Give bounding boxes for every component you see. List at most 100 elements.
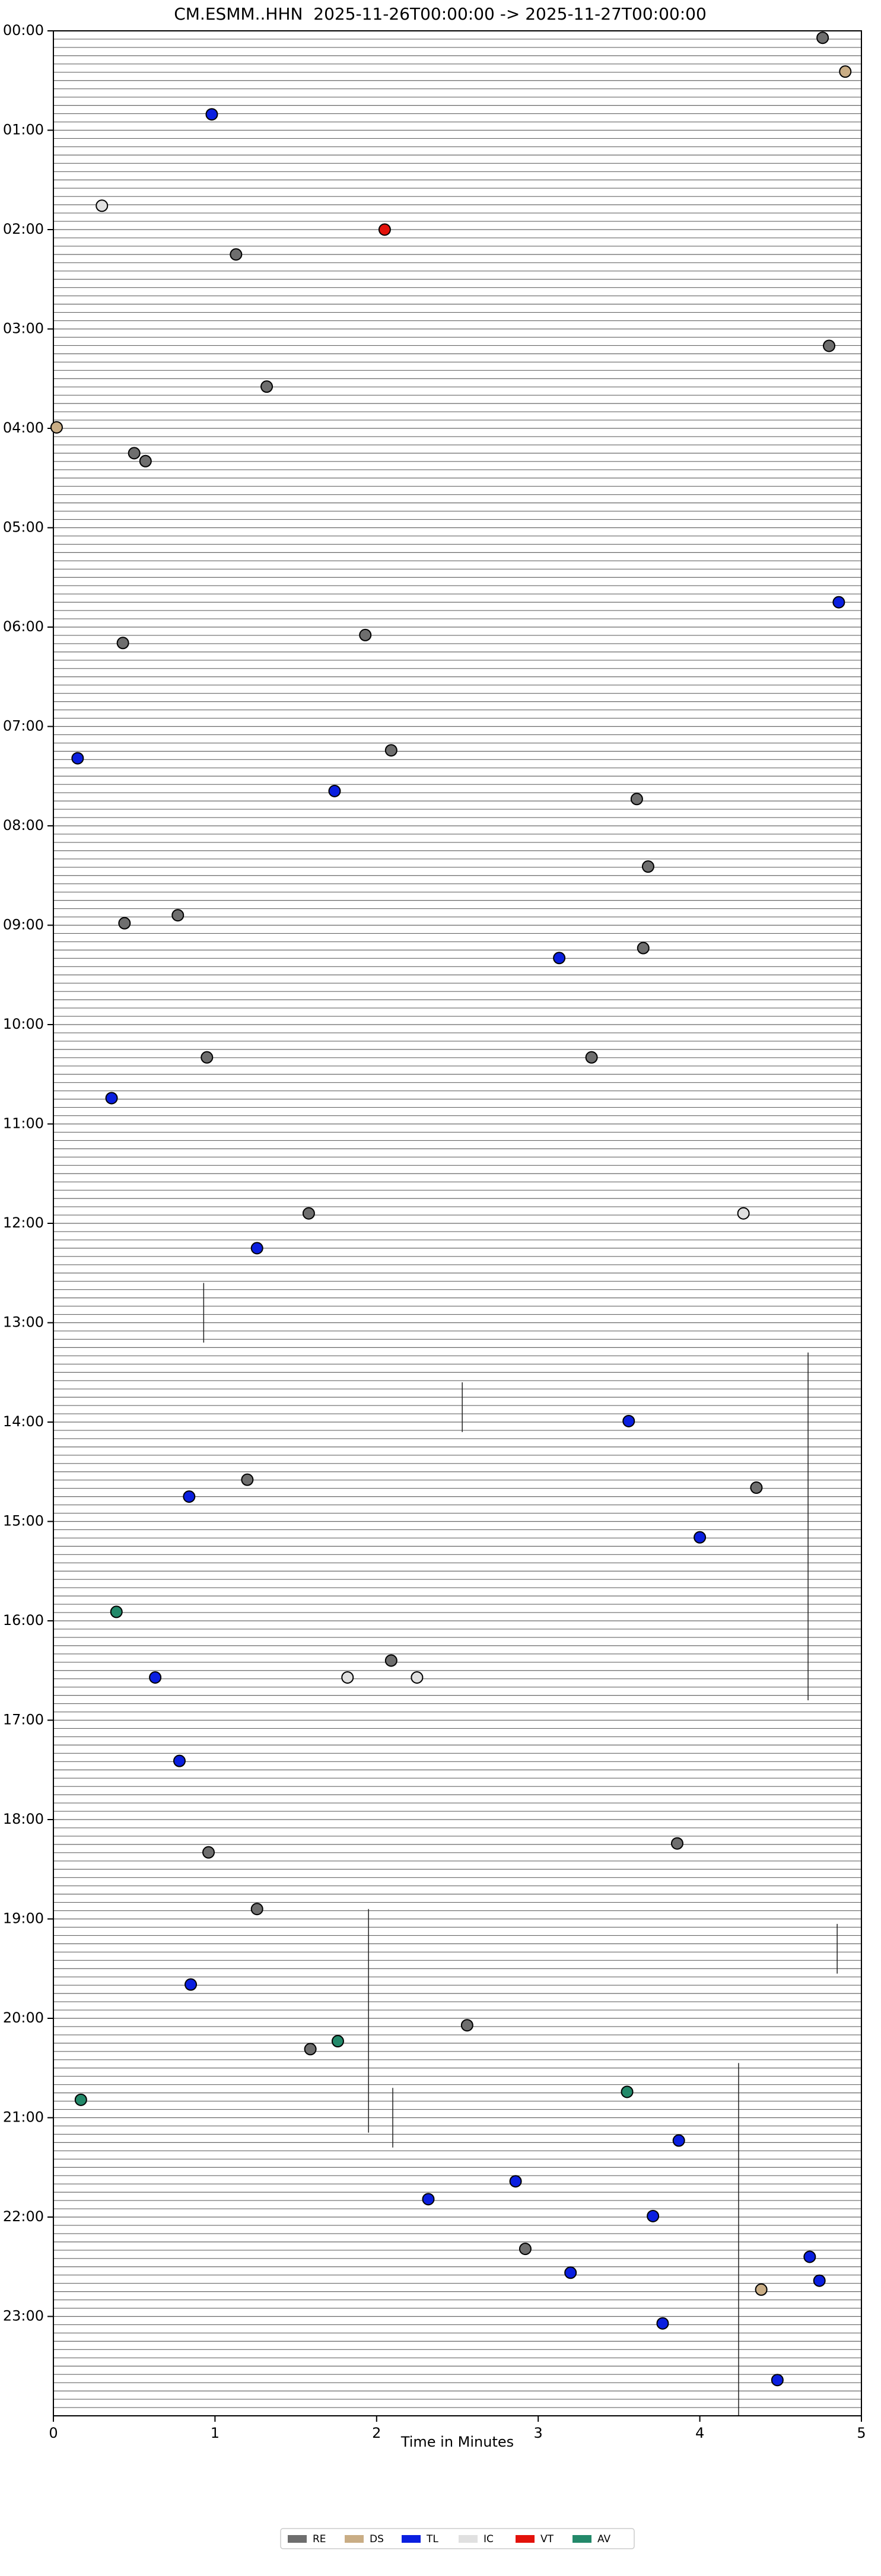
event-marker — [302, 1207, 315, 1220]
event-marker — [564, 2266, 577, 2279]
event-marker — [378, 223, 391, 236]
legend-label: RE — [313, 2533, 326, 2545]
event-marker — [185, 1978, 198, 1991]
event-marker — [96, 199, 109, 212]
y-tick-label: 05:00 — [3, 519, 44, 536]
event-marker — [110, 1605, 123, 1618]
y-tick-label: 20:00 — [3, 2009, 44, 2026]
legend-label: DS — [370, 2533, 384, 2545]
x-tick-label: 5 — [857, 2425, 866, 2441]
y-tick-label: 00:00 — [3, 22, 44, 39]
y-tick-label: 19:00 — [3, 1910, 44, 1927]
event-marker — [116, 637, 129, 650]
y-tick-label: 22:00 — [3, 2208, 44, 2225]
event-marker — [173, 1754, 186, 1767]
event-marker — [755, 2283, 768, 2296]
event-marker — [328, 784, 341, 797]
event-marker — [656, 2317, 669, 2330]
event-marker — [509, 2175, 522, 2188]
event-marker — [201, 1051, 214, 1064]
event-marker — [250, 1903, 263, 1916]
y-tick-label: 06:00 — [3, 618, 44, 635]
trace-lines — [53, 30, 861, 2416]
event-marker — [641, 860, 654, 873]
y-tick-label: 12:00 — [3, 1214, 44, 1231]
event-marker — [647, 2209, 660, 2222]
event-marker — [823, 339, 836, 352]
event-marker — [183, 1490, 196, 1503]
y-tick-label: 04:00 — [3, 419, 44, 436]
event-marker — [622, 1414, 635, 1427]
legend-swatch — [573, 2535, 591, 2543]
event-marker — [839, 65, 852, 78]
x-tick-label: 3 — [534, 2425, 543, 2441]
y-tick-label: 13:00 — [3, 1314, 44, 1331]
legend-label: TL — [426, 2533, 438, 2545]
event-marker — [816, 31, 829, 44]
y-tick-label: 16:00 — [3, 1612, 44, 1629]
chart-title: CM.ESMM..HHN 2025-11-26T00:00:00 -> 2025… — [174, 4, 707, 24]
event-marker — [553, 952, 566, 965]
event-marker — [832, 596, 845, 609]
event-marker — [71, 752, 84, 765]
event-marker — [737, 1207, 750, 1220]
event-marker — [460, 2019, 473, 2032]
y-tick-label: 18:00 — [3, 1811, 44, 1827]
event-marker — [118, 917, 131, 930]
event-marker — [128, 447, 141, 460]
y-tick-label: 08:00 — [3, 817, 44, 834]
legend-swatch — [516, 2535, 535, 2543]
event-marker — [331, 2035, 344, 2048]
legend-swatch — [288, 2535, 307, 2543]
y-tick-label: 11:00 — [3, 1115, 44, 1132]
y-tick-label: 01:00 — [3, 122, 44, 138]
event-marker — [205, 108, 218, 121]
event-marker — [241, 1473, 254, 1486]
y-tick-label: 23:00 — [3, 2308, 44, 2324]
x-tick-label: 2 — [372, 2425, 381, 2441]
event-marker — [171, 909, 185, 922]
y-tick-label: 07:00 — [3, 718, 44, 734]
y-tick-label: 15:00 — [3, 1513, 44, 1529]
event-marker — [621, 2085, 634, 2098]
x-axis-label: Time in Minutes — [400, 2434, 514, 2450]
y-tick-label: 10:00 — [3, 1016, 44, 1032]
legend-swatch — [345, 2535, 364, 2543]
legend-swatch — [402, 2535, 421, 2543]
x-tick-label: 4 — [695, 2425, 704, 2441]
x-tick-label: 1 — [211, 2425, 220, 2441]
y-tick-label: 03:00 — [3, 320, 44, 337]
event-marker — [149, 1671, 162, 1684]
x-tick-label: 0 — [49, 2425, 58, 2441]
event-marker — [637, 942, 650, 955]
event-marker — [771, 2374, 784, 2387]
event-marker — [202, 1846, 215, 1859]
event-marker — [519, 2243, 532, 2256]
y-tick-label: 14:00 — [3, 1413, 44, 1430]
event-marker — [585, 1051, 598, 1064]
y-tick-label: 09:00 — [3, 917, 44, 933]
event-marker — [411, 1671, 424, 1684]
event-marker — [384, 1654, 397, 1667]
legend-label: IC — [484, 2533, 494, 2545]
event-marker — [672, 2134, 685, 2147]
event-marker — [230, 248, 243, 261]
y-tick-label: 17:00 — [3, 1712, 44, 1728]
legend-frame — [280, 2528, 635, 2549]
event-marker — [304, 2043, 317, 2056]
legend-label: AV — [597, 2533, 611, 2545]
event-marker — [260, 380, 273, 393]
event-marker — [694, 1531, 707, 1544]
event-marker — [803, 2250, 816, 2263]
event-marker — [139, 454, 152, 468]
event-marker — [250, 1242, 263, 1255]
event-marker — [105, 1092, 118, 1105]
event-marker — [74, 2093, 87, 2106]
y-tick-label: 02:00 — [3, 221, 44, 237]
event-marker — [422, 2193, 435, 2206]
legend: RE DS TL IC VT AV — [280, 2528, 635, 2549]
event-marker — [670, 1837, 683, 1850]
